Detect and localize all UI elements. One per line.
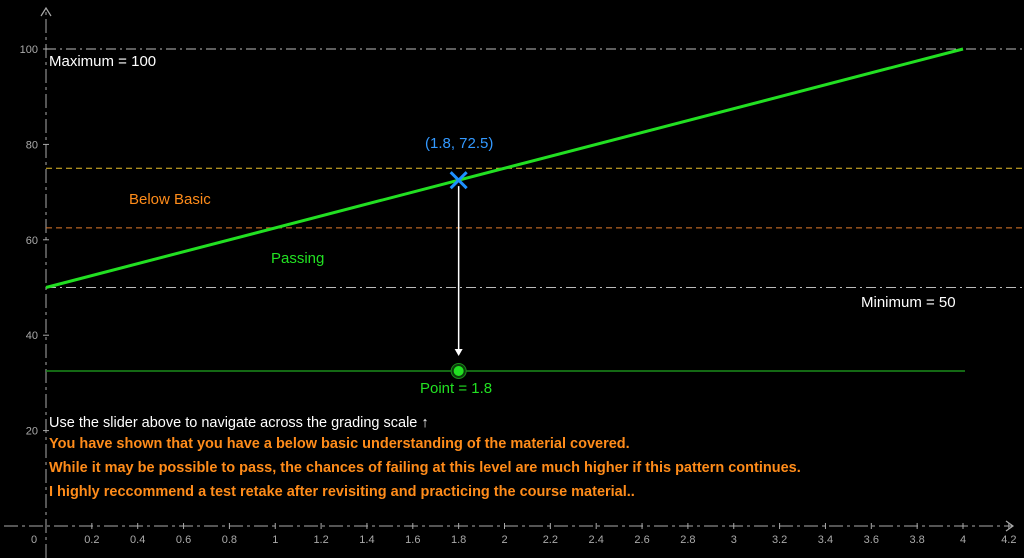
- x-tick-label: 3.8: [910, 534, 925, 546]
- x-tick-label: 4: [960, 534, 966, 546]
- x-tick-label: 2.4: [589, 534, 604, 546]
- maximum-label: Maximum = 100: [49, 53, 157, 70]
- y-axis-arrow-icon: [40, 6, 52, 17]
- y-tick-label: 100: [20, 44, 38, 56]
- x-tick-label: 3.4: [818, 534, 833, 546]
- x-tick-label: 0.8: [222, 534, 237, 546]
- x-tick-label: 4.2: [1001, 534, 1016, 546]
- threshold-lines: [46, 48, 1024, 288]
- projection-arrow-head: [454, 348, 463, 356]
- y-tick-label: 40: [26, 330, 38, 342]
- feedback-message-3: I highly reccommend a test retake after …: [49, 484, 635, 500]
- axes: 0.2 0.4 0.6 0.8 1 1.2 1.4 1.6 1.8 2 2.2 2.4 2.6 2.8 3 3…: [4, 6, 1016, 558]
- slider-value-label: Point = 1.8: [420, 380, 493, 397]
- x-tick-label: 1.4: [359, 534, 374, 546]
- x-tick-label: 2.2: [543, 534, 558, 546]
- x-tick-label: 1.6: [405, 534, 420, 546]
- point-marker-icon[interactable]: [449, 171, 468, 190]
- x-tick-label: 0.4: [130, 534, 145, 546]
- feedback-message-1: You have shown that you have a below bas…: [49, 436, 630, 452]
- feedback-message-2: While it may be possible to pass, the ch…: [49, 460, 801, 476]
- x-tick-label: 1.2: [313, 534, 328, 546]
- x-tick-label: 1.8: [451, 534, 466, 546]
- minimum-label: Minimum = 50: [861, 294, 956, 311]
- x-tick-label: 2.8: [680, 534, 695, 546]
- y-tick-label: 80: [26, 139, 38, 151]
- point-cross-stroke: [449, 171, 468, 190]
- x-axis-arrow-icon: [1005, 520, 1015, 532]
- x-tick-label: 3.6: [864, 534, 879, 546]
- passing-label: Passing: [271, 250, 325, 267]
- x-tick-label: 1: [272, 534, 278, 546]
- x-tick-label: 3: [731, 534, 737, 546]
- x-tick-label: 3.2: [772, 534, 787, 546]
- slider-hint-text: Use the slider above to navigate across …: [49, 415, 429, 431]
- x-tick-label: 2.6: [634, 534, 649, 546]
- y-tick-label: 20: [26, 426, 38, 438]
- x-tick-label: 0.6: [176, 534, 191, 546]
- x-origin-label: 0: [31, 534, 37, 546]
- y-tick-label: 60: [26, 235, 38, 247]
- slider-handle-dot: [453, 365, 464, 376]
- slider-handle[interactable]: [450, 362, 467, 379]
- below-basic-label: Below Basic: [129, 191, 211, 208]
- x-tick-label: 0.2: [84, 534, 99, 546]
- x-tick-label: 2: [501, 534, 507, 546]
- grading-scale-line: [45, 47, 964, 289]
- point-coordinate-label: (1.8, 72.5): [425, 135, 494, 152]
